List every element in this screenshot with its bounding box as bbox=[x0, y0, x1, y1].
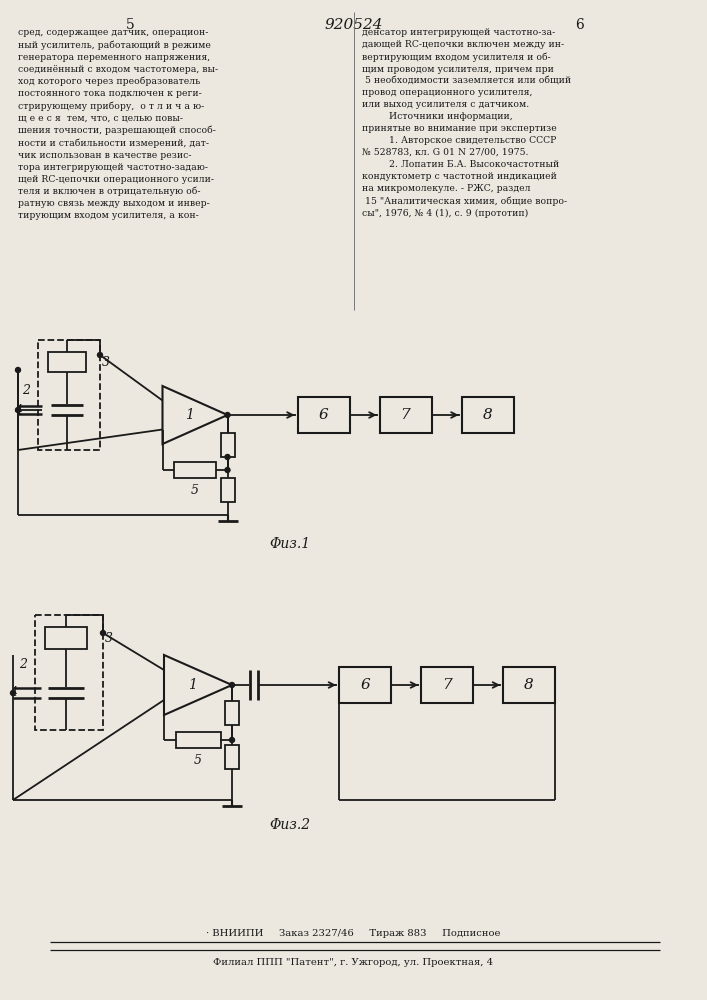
Circle shape bbox=[16, 408, 21, 412]
Bar bbox=[380, 397, 431, 433]
Text: 8: 8 bbox=[483, 408, 492, 422]
Bar bbox=[298, 397, 349, 433]
Bar bbox=[421, 667, 473, 703]
Circle shape bbox=[100, 631, 105, 636]
Text: · ВНИИПИ     Заказ 2327/46     Тираж 883     Подписное: · ВНИИПИ Заказ 2327/46 Тираж 883 Подписн… bbox=[206, 929, 501, 938]
Text: 1: 1 bbox=[185, 408, 194, 422]
Bar bbox=[35, 615, 103, 730]
Bar bbox=[225, 745, 239, 769]
Text: Φиз.2: Φиз.2 bbox=[269, 818, 310, 832]
Polygon shape bbox=[164, 655, 232, 715]
Text: 6: 6 bbox=[360, 678, 370, 692]
Circle shape bbox=[16, 367, 21, 372]
Text: 6: 6 bbox=[319, 408, 328, 422]
Text: 5: 5 bbox=[191, 484, 199, 497]
Text: 2: 2 bbox=[22, 383, 30, 396]
Text: 6: 6 bbox=[575, 18, 585, 32]
Circle shape bbox=[225, 412, 230, 418]
Bar bbox=[221, 433, 235, 457]
Bar bbox=[48, 352, 86, 372]
Text: Φиз.1: Φиз.1 bbox=[269, 537, 310, 551]
Text: Филиал ППП "Патент", г. Ужгород, ул. Проектная, 4: Филиал ППП "Патент", г. Ужгород, ул. Про… bbox=[214, 958, 493, 967]
Text: 5: 5 bbox=[126, 18, 134, 32]
Bar bbox=[503, 667, 555, 703]
Circle shape bbox=[230, 738, 235, 742]
Circle shape bbox=[11, 690, 16, 696]
Text: 2: 2 bbox=[19, 658, 27, 672]
Bar bbox=[225, 701, 239, 725]
Text: 7: 7 bbox=[442, 678, 452, 692]
Text: 920524: 920524 bbox=[325, 18, 382, 32]
Bar bbox=[45, 627, 87, 649]
Text: 8: 8 bbox=[524, 678, 534, 692]
Text: 4: 4 bbox=[9, 686, 17, 700]
Text: 4: 4 bbox=[14, 403, 22, 416]
Text: 5: 5 bbox=[194, 754, 202, 767]
Text: 7: 7 bbox=[401, 408, 410, 422]
Text: денсатор интегрирующей частотно-за-
дающей RC-цепочки включен между ин-
вертирую: денсатор интегрирующей частотно-за- дающ… bbox=[362, 28, 571, 218]
Polygon shape bbox=[163, 386, 228, 444]
Circle shape bbox=[225, 454, 230, 460]
Bar bbox=[174, 462, 216, 478]
Bar bbox=[175, 732, 221, 748]
Circle shape bbox=[230, 682, 235, 688]
Text: 1: 1 bbox=[187, 678, 197, 692]
Circle shape bbox=[98, 353, 103, 358]
Bar bbox=[38, 340, 100, 450]
Text: 3: 3 bbox=[102, 356, 110, 368]
Circle shape bbox=[225, 468, 230, 473]
Text: сред, содержащее датчик, операцион-
ный усилитель, работающий в режиме
генератор: сред, содержащее датчик, операцион- ный … bbox=[18, 28, 218, 220]
Bar bbox=[221, 478, 235, 502]
Text: 3: 3 bbox=[105, 633, 113, 646]
Bar bbox=[462, 397, 513, 433]
Bar bbox=[339, 667, 391, 703]
